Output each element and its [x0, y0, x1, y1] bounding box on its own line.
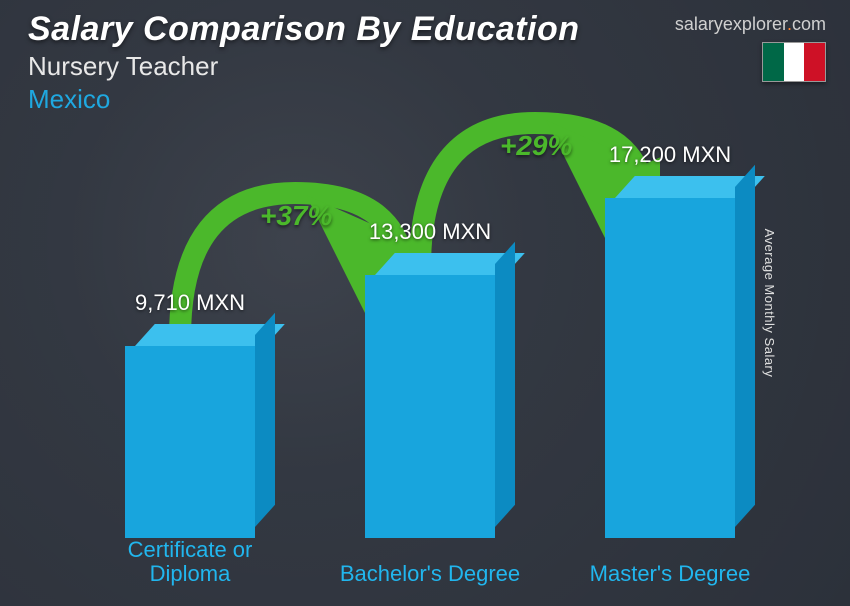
bar-value-label: 13,300 MXN [320, 219, 540, 245]
flag-stripe [784, 43, 805, 81]
bar-3d [605, 198, 735, 538]
watermark: salaryexplorer.com [675, 14, 826, 35]
bar-group: 9,710 MXN [110, 346, 270, 538]
country-flag-icon [762, 42, 826, 82]
watermark-suffix: com [792, 14, 826, 34]
bar-front-face [365, 275, 495, 538]
infographic-canvas: Salary Comparison By Education Nursery T… [0, 0, 850, 606]
bar-3d [125, 346, 255, 538]
bar-front-face [125, 346, 255, 538]
chart-country: Mexico [28, 84, 830, 115]
bar-category-label: Certificate or Diploma [90, 538, 290, 586]
bar-category-label: Bachelor's Degree [330, 562, 530, 586]
bar-value-label: 9,710 MXN [80, 290, 300, 316]
bar-side-face [495, 242, 515, 527]
flag-stripe [763, 43, 784, 81]
flag-stripe [804, 43, 825, 81]
bar-group: 13,300 MXN [350, 275, 510, 538]
chart-subtitle: Nursery Teacher [28, 51, 830, 82]
bar-side-face [255, 313, 275, 527]
bar-side-face [735, 165, 755, 527]
bar-category-label: Master's Degree [570, 562, 770, 586]
bar-3d [365, 275, 495, 538]
bar-value-label: 17,200 MXN [560, 142, 780, 168]
bar-front-face [605, 198, 735, 538]
bar-group: 17,200 MXN [590, 198, 750, 538]
watermark-prefix: salaryexplorer [675, 14, 787, 34]
chart-area: +37% +29% 9,710 MXN [60, 148, 780, 588]
